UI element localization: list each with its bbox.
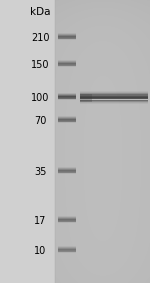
Text: kDa: kDa	[30, 7, 51, 17]
Bar	[58, 33, 76, 35]
Text: 70: 70	[34, 116, 47, 126]
Bar	[58, 37, 76, 39]
Bar	[58, 119, 76, 120]
Text: 17: 17	[34, 216, 47, 226]
Bar	[58, 95, 76, 97]
Bar	[80, 91, 148, 92]
Bar	[58, 248, 76, 249]
Bar	[58, 36, 76, 39]
Bar	[58, 218, 76, 220]
Bar	[58, 63, 76, 66]
Bar	[58, 221, 76, 223]
Bar	[58, 118, 76, 119]
Bar	[58, 172, 76, 174]
Bar	[58, 61, 76, 63]
Bar	[58, 249, 76, 251]
Bar	[58, 251, 76, 253]
Bar	[80, 100, 148, 101]
Bar	[58, 64, 76, 66]
Bar	[58, 247, 76, 249]
Bar	[58, 250, 76, 252]
Text: 10: 10	[34, 246, 47, 256]
Bar	[58, 218, 76, 219]
Bar	[58, 60, 76, 62]
Bar	[80, 97, 148, 98]
Bar	[58, 219, 76, 221]
Bar	[58, 96, 76, 99]
Bar	[58, 219, 76, 222]
Bar	[58, 217, 76, 219]
Bar	[58, 97, 76, 99]
Text: 100: 100	[31, 93, 50, 103]
Bar	[80, 98, 148, 99]
Bar	[58, 38, 76, 40]
Bar	[58, 249, 76, 252]
Bar	[58, 246, 76, 248]
Bar	[80, 95, 148, 96]
Bar	[80, 92, 148, 93]
Text: 35: 35	[34, 167, 47, 177]
Bar	[58, 34, 76, 36]
Bar	[58, 169, 76, 170]
Bar	[58, 171, 76, 173]
Bar	[58, 35, 76, 37]
Bar	[58, 248, 76, 250]
Bar	[80, 102, 148, 103]
Text: 150: 150	[31, 60, 50, 70]
Bar	[58, 63, 76, 65]
Bar	[80, 96, 148, 97]
Bar	[58, 170, 76, 172]
Bar	[58, 62, 76, 63]
Bar	[58, 216, 76, 218]
Bar	[58, 119, 76, 121]
Bar	[58, 96, 76, 98]
Bar	[58, 94, 76, 96]
Bar	[58, 121, 76, 123]
Bar	[58, 119, 76, 122]
Bar	[58, 98, 76, 100]
Bar	[80, 101, 148, 102]
Bar	[58, 95, 76, 97]
Text: 210: 210	[31, 33, 50, 43]
Bar	[58, 117, 76, 119]
Bar	[58, 116, 76, 118]
Bar	[80, 93, 148, 94]
Bar	[58, 120, 76, 122]
Bar	[58, 170, 76, 173]
Bar	[58, 167, 76, 169]
Bar	[58, 65, 76, 67]
Bar	[58, 63, 76, 64]
Bar	[58, 220, 76, 222]
Bar	[58, 170, 76, 171]
Bar	[58, 36, 76, 38]
Bar	[58, 168, 76, 170]
Bar	[0, 0, 55, 283]
Bar	[58, 35, 76, 37]
Bar	[80, 103, 148, 104]
Bar	[80, 94, 92, 102]
Bar	[58, 93, 76, 95]
